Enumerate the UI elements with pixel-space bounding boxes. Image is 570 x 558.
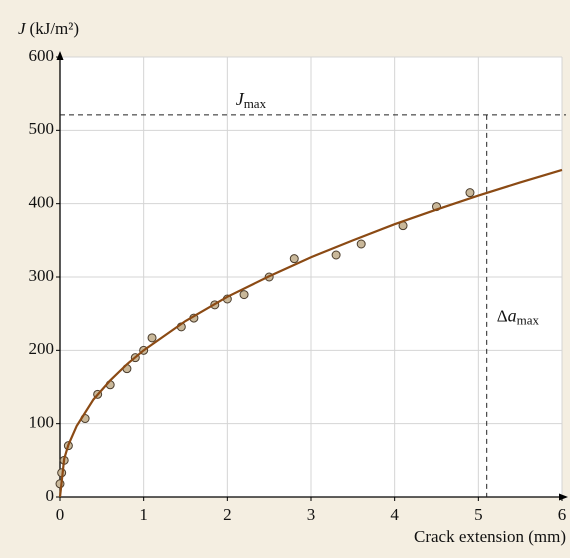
y-tick-label: 400 <box>29 193 55 212</box>
x-tick-label: 1 <box>139 505 148 524</box>
reference-symbol: a <box>508 305 517 325</box>
data-point <box>289 254 299 264</box>
y-tick-label: 0 <box>46 486 55 505</box>
y-axis-symbol: J <box>18 19 27 38</box>
x-tick-label: 5 <box>474 505 483 524</box>
y-tick-label: 100 <box>29 413 55 432</box>
x-tick-label: 2 <box>223 505 232 524</box>
data-point <box>147 333 157 343</box>
x-axis-label: Crack extension (mm) <box>414 527 566 546</box>
data-point <box>239 290 249 300</box>
y-axis-unit: (kJ/m²) <box>30 19 79 38</box>
reference-subscript: max <box>517 312 540 327</box>
reference-label: Jmax <box>236 89 267 111</box>
data-point <box>465 188 475 198</box>
y-tick-label: 200 <box>29 339 55 358</box>
y-tick-label: 600 <box>29 46 55 65</box>
x-tick-label: 4 <box>390 505 399 524</box>
y-axis-label: J (kJ/m²) <box>18 19 79 38</box>
x-tick-label: 0 <box>56 505 65 524</box>
reference-label: Δamax <box>497 305 540 327</box>
y-axis-arrow <box>56 51 64 60</box>
x-tick-label: 3 <box>307 505 316 524</box>
reference-subscript: max <box>244 96 267 111</box>
x-tick-label: 6 <box>558 505 567 524</box>
fit-curve <box>58 168 563 498</box>
y-tick-label: 300 <box>29 266 55 285</box>
data-point <box>356 239 366 249</box>
reference-prefix: Δ <box>497 306 508 325</box>
reference-symbol: J <box>236 89 245 109</box>
y-tick-label: 500 <box>29 119 55 138</box>
data-point <box>331 250 341 260</box>
x-axis-arrow <box>559 493 568 501</box>
